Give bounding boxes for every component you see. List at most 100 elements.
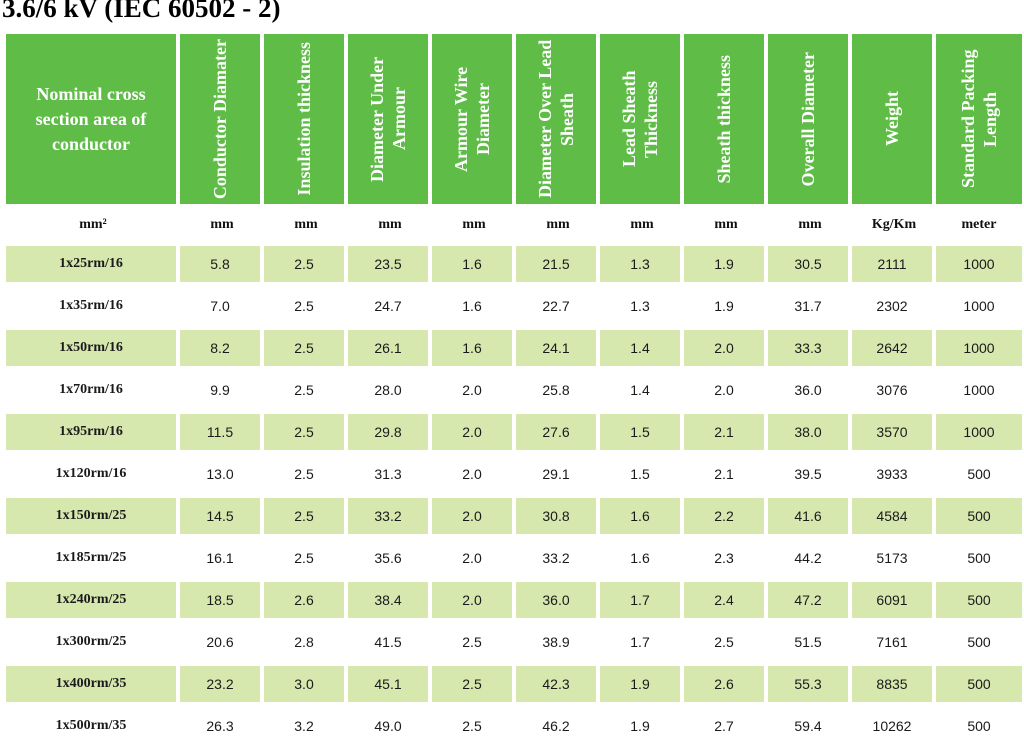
table-cell: 5173	[852, 540, 936, 582]
table-cell: 47.2	[768, 582, 852, 624]
table-cell: 22.7	[516, 288, 600, 330]
table-cell: 2.4	[684, 582, 768, 624]
cross-section-cell: 1x185rm/25	[6, 540, 180, 582]
table-cell: 33.2	[516, 540, 600, 582]
table-cell: 2.5	[264, 246, 348, 288]
cross-section-cell: 1x150rm/25	[6, 498, 180, 540]
table-cell: 1000	[936, 288, 1022, 330]
table-cell: 3.0	[264, 666, 348, 708]
table-cell: 2.0	[432, 456, 516, 498]
table-cell: 30.5	[768, 246, 852, 288]
table-cell: 7.0	[180, 288, 264, 330]
table-cell: 2642	[852, 330, 936, 372]
table-cell: 1000	[936, 414, 1022, 456]
cross-section-cell: 1x500rm/35	[6, 708, 180, 750]
table-cell: 31.7	[768, 288, 852, 330]
table-cell: 2.5	[264, 330, 348, 372]
table-cell: 30.8	[516, 498, 600, 540]
table-cell: 59.4	[768, 708, 852, 750]
table-cell: 36.0	[516, 582, 600, 624]
table-cell: 1.4	[600, 330, 684, 372]
table-cell: 2.5	[432, 708, 516, 750]
table-cell: 23.5	[348, 246, 432, 288]
unit-label: mm	[378, 217, 402, 232]
table-body: 1x25rm/16 5.8 2.5 23.5 1.6 21.5 1.3 1.9 30.5 2111…	[6, 246, 1022, 750]
cross-section-cell: 1x70rm/16	[6, 372, 180, 414]
units-row: mm² mm mm mm mm mm mm mm mm Kg/Km meter	[6, 204, 1022, 246]
table-cell: 1.6	[432, 246, 516, 288]
table-cell: 55.3	[768, 666, 852, 708]
unit-label: mm	[210, 217, 234, 232]
table-cell: 2.5	[264, 456, 348, 498]
cross-section-cell: 1x35rm/16	[6, 288, 180, 330]
table-cell: 6091	[852, 582, 936, 624]
cross-section-cell: 1x50rm/16	[6, 330, 180, 372]
table-cell: 3.2	[264, 708, 348, 750]
table-cell: 1.5	[600, 414, 684, 456]
table-cell: 2.5	[684, 624, 768, 666]
table-cell: 1.7	[600, 624, 684, 666]
unit-label: mm	[630, 217, 654, 232]
table-cell: 31.3	[348, 456, 432, 498]
table-cell: 1.3	[600, 288, 684, 330]
table-cell: 45.1	[348, 666, 432, 708]
table-cell: 1.6	[432, 330, 516, 372]
table-cell: 10262	[852, 708, 936, 750]
table-cell: 24.7	[348, 288, 432, 330]
table-cell: 24.1	[516, 330, 600, 372]
table-cell: 500	[936, 666, 1022, 708]
table-cell: 2.5	[432, 624, 516, 666]
table-cell: 26.1	[348, 330, 432, 372]
table-row: 1x35rm/16 7.0 2.5 24.7 1.6 22.7 1.3 1.9 31.7 2302…	[6, 288, 1022, 330]
table-cell: 2.8	[264, 624, 348, 666]
table-cell: 1.9	[684, 288, 768, 330]
cable-spec-table: Nominal cross section area of conductor …	[6, 34, 1022, 750]
table-cell: 2.0	[432, 498, 516, 540]
cross-section-cell: 1x240rm/25	[6, 582, 180, 624]
table-cell: 2.1	[684, 456, 768, 498]
table-cell: 1.7	[600, 582, 684, 624]
table-cell: 2.6	[684, 666, 768, 708]
table-cell: 1000	[936, 246, 1022, 288]
table-cell: 1.9	[600, 666, 684, 708]
table-cell: 9.9	[180, 372, 264, 414]
table-cell: 2302	[852, 288, 936, 330]
table-cell: 29.8	[348, 414, 432, 456]
table-cell: 4584	[852, 498, 936, 540]
table-cell: 2.5	[432, 666, 516, 708]
table-cell: 23.2	[180, 666, 264, 708]
table-cell: 2.5	[264, 498, 348, 540]
table-cell: 39.5	[768, 456, 852, 498]
page-title: 3.6/6 kV (IEC 60502 - 2)	[2, 0, 281, 23]
cross-section-cell: 1x95rm/16	[6, 414, 180, 456]
column-header-overall-diameter: Overall Diameter	[768, 34, 852, 204]
table-cell: 2.3	[684, 540, 768, 582]
table-cell: 2.7	[684, 708, 768, 750]
table-cell: 35.6	[348, 540, 432, 582]
column-header-armour-wire-diameter: Armour Wire Diameter	[432, 34, 516, 204]
table-cell: 33.3	[768, 330, 852, 372]
table-cell: 7161	[852, 624, 936, 666]
header-row: Nominal cross section area of conductor …	[6, 34, 1022, 204]
table-cell: 3570	[852, 414, 936, 456]
table-cell: 2.2	[684, 498, 768, 540]
table-cell: 28.0	[348, 372, 432, 414]
table-cell: 25.8	[516, 372, 600, 414]
table-cell: 8.2	[180, 330, 264, 372]
table-cell: 1000	[936, 330, 1022, 372]
table-row: 1x500rm/35 26.3 3.2 49.0 2.5 46.2 1.9 2.7 59.4 10…	[6, 708, 1022, 750]
cross-section-cell: 1x25rm/16	[6, 246, 180, 288]
column-header-packing-length: Standard Packing Length	[936, 34, 1022, 204]
table-cell: 2.5	[264, 372, 348, 414]
table-cell: 2.0	[432, 540, 516, 582]
table-cell: 38.0	[768, 414, 852, 456]
table-row: 1x240rm/25 18.5 2.6 38.4 2.0 36.0 1.7 2.4 47.2 60…	[6, 582, 1022, 624]
table-cell: 1000	[936, 372, 1022, 414]
table-row: 1x120rm/16 13.0 2.5 31.3 2.0 29.1 1.5 2.1 39.5 39…	[6, 456, 1022, 498]
table-cell: 3933	[852, 456, 936, 498]
table-cell: 1.3	[600, 246, 684, 288]
table-cell: 2.1	[684, 414, 768, 456]
table-cell: 8835	[852, 666, 936, 708]
table-cell: 1.4	[600, 372, 684, 414]
table-cell: 500	[936, 498, 1022, 540]
